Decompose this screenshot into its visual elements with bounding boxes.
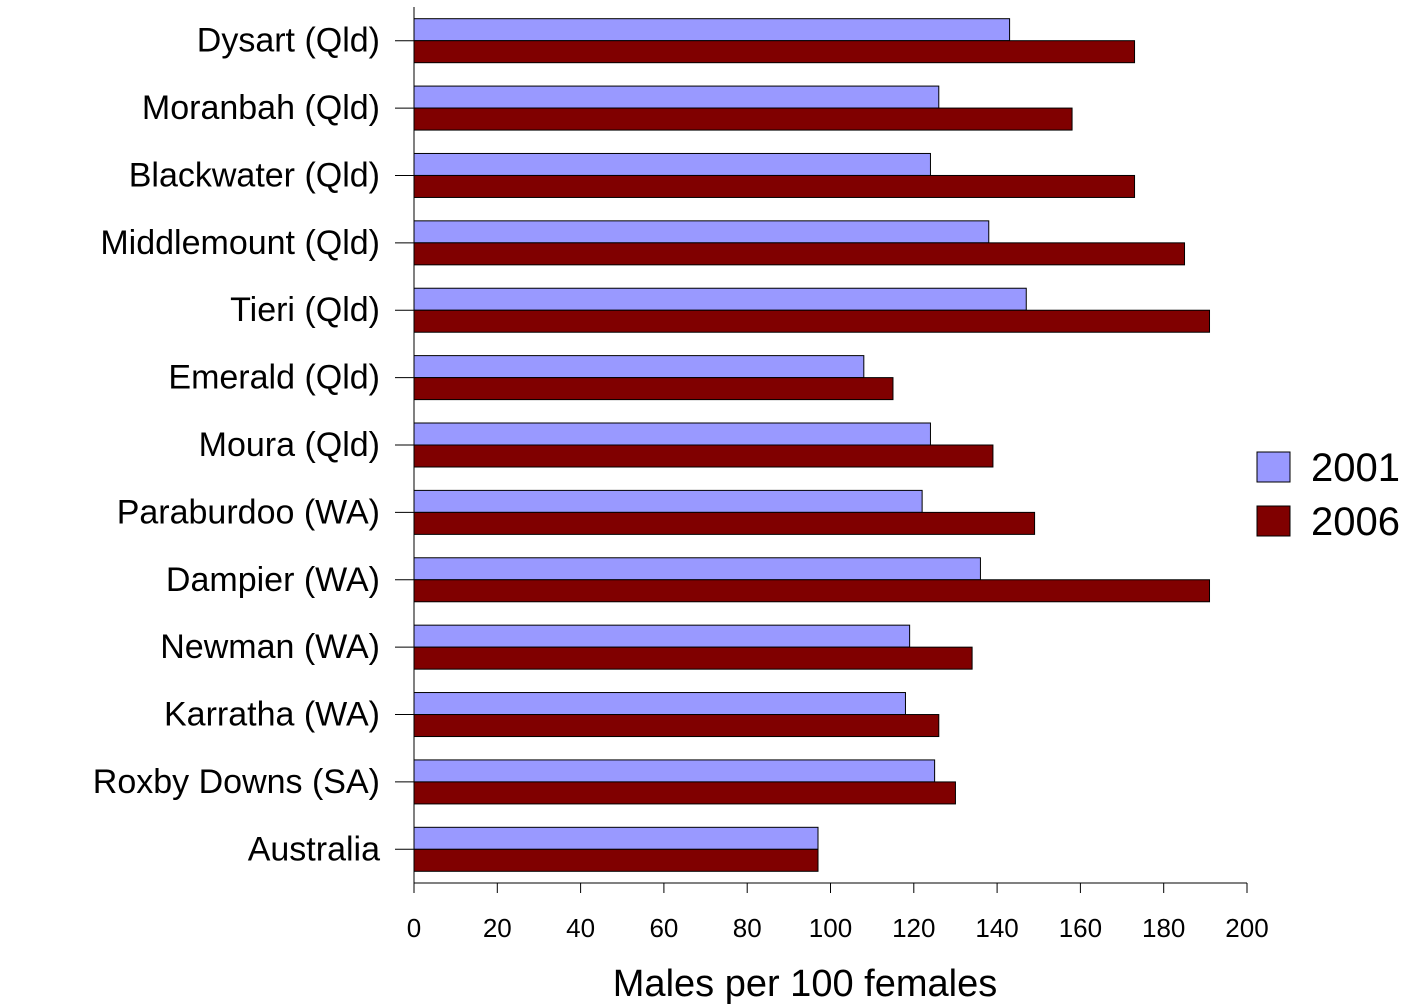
bar-2001 — [413, 489, 923, 513]
bar-2006 — [413, 714, 940, 738]
bar-2006 — [413, 107, 1073, 131]
legend-label: 2001 — [1311, 446, 1400, 490]
x-tick-labels: 0 20 40 60 80 100 120 140 160 180 200 — [407, 913, 1269, 943]
category-label: Roxby Downs (SA) — [93, 763, 380, 801]
x-tick-label: 40 — [566, 913, 595, 943]
bars-layer — [413, 18, 1211, 872]
category-label: Dampier (WA) — [166, 561, 380, 599]
axes-layer — [395, 7, 1248, 893]
bar-2006 — [413, 579, 1211, 603]
legend-swatch-2001 — [1256, 451, 1291, 483]
category-label: Newman (WA) — [160, 628, 380, 666]
bar-2001 — [413, 85, 940, 109]
category-label: Blackwater (Qld) — [129, 156, 380, 194]
x-tick-label: 120 — [892, 913, 935, 943]
legend-label: 2006 — [1311, 500, 1400, 544]
category-label: Tieri (Qld) — [230, 291, 380, 329]
bar-2001 — [413, 826, 819, 850]
x-tick-label: 160 — [1059, 913, 1102, 943]
bar-2006 — [413, 511, 1036, 535]
category-label: Karratha (WA) — [164, 696, 380, 734]
legend-swatch-2006 — [1256, 505, 1291, 537]
x-tick-label: 80 — [733, 913, 762, 943]
category-label: Middlemount (Qld) — [100, 224, 380, 262]
x-tick-label: 60 — [649, 913, 678, 943]
bar-2001 — [413, 557, 981, 581]
x-tick-label: 100 — [809, 913, 852, 943]
x-tick-label: 20 — [483, 913, 512, 943]
category-label: Moura (Qld) — [199, 426, 380, 464]
bar-2001 — [413, 220, 990, 244]
bar-2001 — [413, 624, 911, 648]
bar-2006 — [413, 174, 1136, 198]
bar-2006 — [413, 646, 973, 670]
category-label: Emerald (Qld) — [168, 359, 380, 397]
category-label: Paraburdoo (WA) — [117, 493, 380, 531]
x-tick-label: 0 — [407, 913, 421, 943]
legend: 2001 2006 — [1256, 446, 1400, 544]
bar-2006 — [413, 444, 994, 468]
bar-2006 — [413, 40, 1136, 64]
category-label: Dysart (Qld) — [197, 22, 380, 60]
x-tick-label: 180 — [1142, 913, 1185, 943]
bar-2001 — [413, 287, 1027, 311]
x-tick-label: 140 — [975, 913, 1018, 943]
bar-2001 — [413, 759, 936, 783]
x-tick-label: 200 — [1225, 913, 1268, 943]
bar-2001 — [413, 422, 931, 446]
bar-2001 — [413, 18, 1011, 42]
bar-2006 — [413, 242, 1186, 266]
category-label: Moranbah (Qld) — [142, 89, 380, 127]
bar-2001 — [413, 355, 865, 379]
bar-2006 — [413, 309, 1211, 333]
x-axis-title: Males per 100 females — [613, 963, 997, 1005]
category-label: Australia — [248, 830, 380, 868]
category-labels: Dysart (Qld) Moranbah (Qld) Blackwater (Ql… — [93, 22, 380, 869]
bar-2006 — [413, 781, 956, 805]
bar-2006 — [413, 377, 894, 401]
bar-2001 — [413, 152, 931, 176]
bar-2006 — [413, 848, 819, 872]
bar-2001 — [413, 692, 906, 716]
